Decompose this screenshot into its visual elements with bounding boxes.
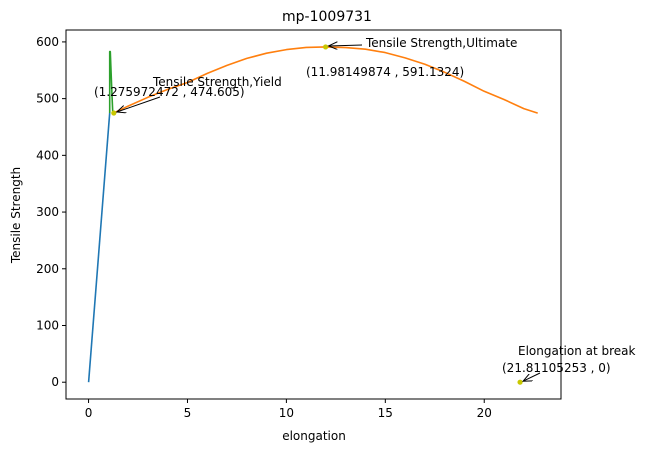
chart-title: mp-1009731 bbox=[282, 9, 372, 25]
y-tick-label: 500 bbox=[36, 92, 59, 106]
x-tick-label: 20 bbox=[477, 406, 492, 420]
plot-frame bbox=[65, 29, 562, 400]
y-tick-label: 300 bbox=[36, 205, 59, 219]
plot-area bbox=[66, 30, 561, 399]
x-axis-label: elongation bbox=[282, 429, 346, 443]
x-tick-label: 5 bbox=[184, 406, 192, 420]
y-tick-label: 400 bbox=[36, 148, 59, 162]
data-point-1 bbox=[111, 110, 117, 116]
annotation-layer: Tensile Strength,Yield(1.275972472 , 474… bbox=[94, 36, 636, 381]
x-tick-label: 15 bbox=[378, 406, 393, 420]
data-point-2 bbox=[322, 44, 329, 50]
data-point-3 bbox=[517, 379, 523, 385]
annotation-label-3: Elongation at break bbox=[518, 344, 636, 358]
annotation-arrow-1 bbox=[117, 96, 161, 112]
annotation-arrow-3 bbox=[523, 372, 541, 381]
y-tick-label: 100 bbox=[36, 318, 59, 332]
annotation-coords-3: (21.81105253 , 0) bbox=[502, 361, 611, 375]
annotation-label-2: Tensile Strength,Ultimate bbox=[365, 36, 517, 50]
y-axis: 0 100 200 300 400 500 600 bbox=[36, 35, 66, 389]
points-layer bbox=[111, 44, 523, 385]
annotation-coords-2: (11.98149874 , 591.1324) bbox=[306, 65, 464, 79]
annotation-arrow-2 bbox=[329, 45, 363, 46]
annotation-coords-1: (1.275972472 , 474.605) bbox=[94, 85, 245, 99]
y-tick-label: 200 bbox=[36, 262, 59, 276]
x-tick-label: 0 bbox=[85, 406, 93, 420]
x-axis: 0 5 10 15 20 bbox=[85, 399, 492, 420]
series-line-1 bbox=[87, 112, 111, 383]
x-tick-label: 10 bbox=[279, 406, 294, 420]
annotation-label-1: Tensile Strength,Yield bbox=[152, 75, 282, 89]
y-tick-label: 600 bbox=[36, 35, 59, 49]
y-tick-label: 0 bbox=[51, 375, 59, 389]
y-axis-label: Tensile Strength bbox=[9, 167, 23, 264]
